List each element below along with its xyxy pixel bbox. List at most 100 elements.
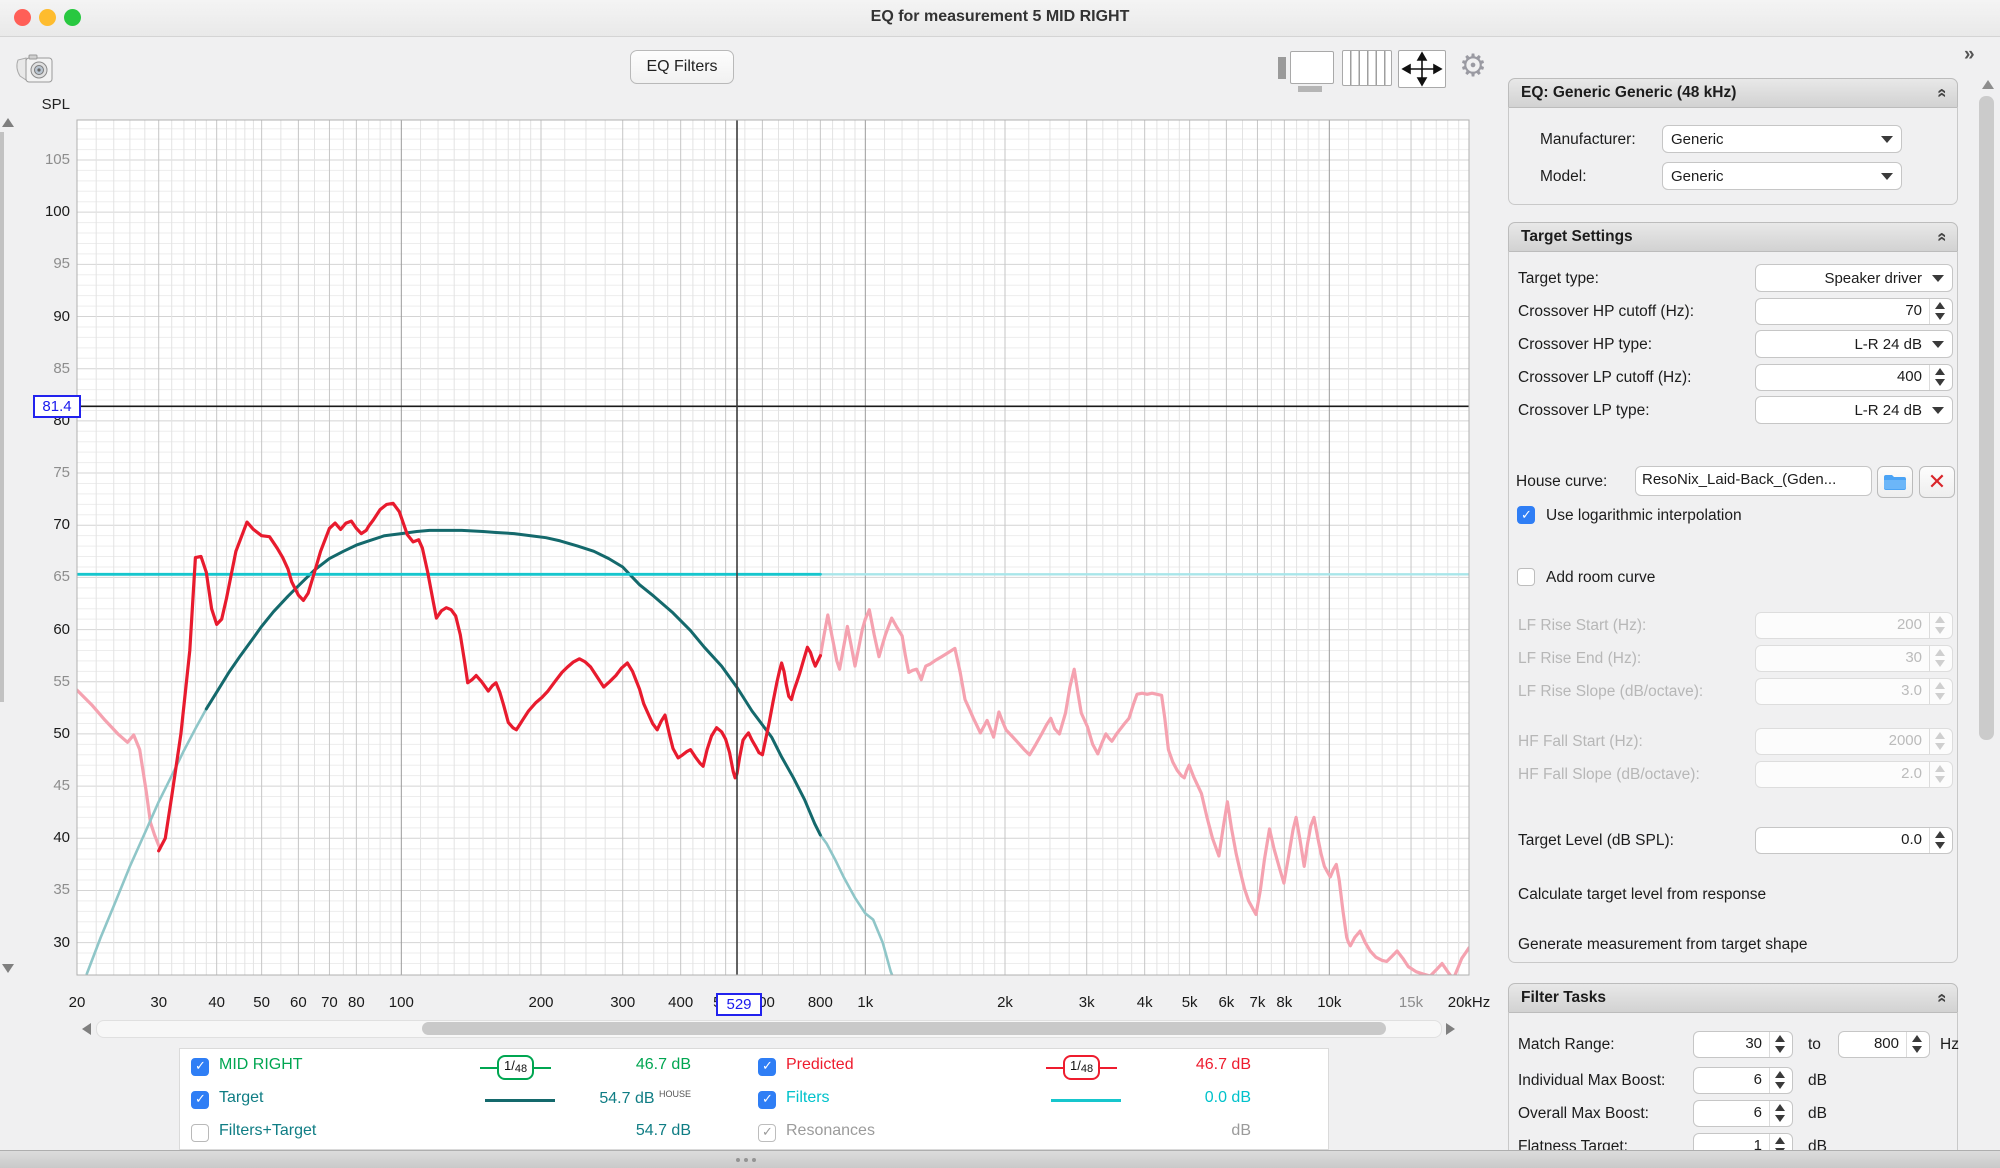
- lf-rise-slope-label: LF Rise Slope (dB/octave):: [1518, 683, 1704, 700]
- legend-checkbox-target[interactable]: [191, 1091, 209, 1109]
- target-line-swatch: [485, 1099, 555, 1102]
- individual-max-boost-field[interactable]: 6: [1693, 1067, 1793, 1094]
- scroll-down-arrow-icon[interactable]: [2, 964, 14, 973]
- x-tick-label: 4k: [1136, 994, 1153, 1011]
- x-tick-label: 3k: [1078, 994, 1095, 1011]
- stepper-icon[interactable]: [1906, 1032, 1929, 1057]
- match-range-from-field[interactable]: 30: [1693, 1031, 1793, 1058]
- capture-image-icon[interactable]: [14, 48, 58, 88]
- cursor-level-label: 81.4: [33, 395, 81, 418]
- gear-icon[interactable]: ⚙: [1459, 48, 1487, 83]
- target-level-label: Target Level (dB SPL):: [1518, 832, 1674, 849]
- scroll-right-arrow-icon[interactable]: [1446, 1023, 1455, 1035]
- chevron-down-icon: [1932, 406, 1944, 414]
- add-room-curve-checkbox[interactable]: [1517, 568, 1535, 586]
- chevron-down-icon: [1932, 274, 1944, 282]
- lp-type-select[interactable]: L-R 24 dB: [1755, 396, 1953, 424]
- manufacturer-select[interactable]: Generic: [1662, 125, 1902, 153]
- overall-max-boost-label: Overall Max Boost:: [1518, 1105, 1649, 1122]
- chevron-down-icon: [1881, 172, 1893, 180]
- stepper-icon[interactable]: [1769, 1068, 1792, 1093]
- zoom-button[interactable]: [64, 9, 81, 26]
- x-tick-label: 20: [68, 994, 86, 1011]
- x-tick-label: 80: [348, 994, 365, 1011]
- section-header-eq[interactable]: EQ: Generic Generic (48 kHz) «: [1508, 78, 1958, 108]
- legend-value-filters: 0.0 dB: [1204, 1089, 1251, 1106]
- scroll-left-arrow-icon[interactable]: [82, 1023, 91, 1035]
- section-title-target-settings: Target Settings: [1521, 228, 1633, 245]
- legend-label-mid-right: MID RIGHT: [219, 1056, 303, 1073]
- y-tick-label: 70: [53, 516, 70, 534]
- minimize-button[interactable]: [39, 9, 56, 26]
- browse-house-curve-button[interactable]: [1877, 466, 1913, 498]
- splitter-handle-icon[interactable]: [736, 1158, 740, 1162]
- log-interpolation-checkbox[interactable]: [1517, 506, 1535, 524]
- pan-arrows-icon[interactable]: [1398, 50, 1446, 88]
- clear-house-curve-button[interactable]: ✕: [1919, 466, 1955, 498]
- collapse-icon[interactable]: «: [1933, 232, 1953, 242]
- y-tick-label: 60: [53, 620, 70, 638]
- legend-checkbox-mid-right[interactable]: [191, 1058, 209, 1076]
- measurement-panel-icon[interactable]: [1290, 51, 1334, 84]
- match-range-to-field[interactable]: 800: [1838, 1031, 1930, 1058]
- eq-filters-button[interactable]: EQ Filters: [630, 50, 734, 84]
- legend-checkbox-filters-target[interactable]: [191, 1124, 209, 1142]
- overall-max-boost-field[interactable]: 6: [1693, 1100, 1793, 1127]
- scroll-up-arrow-icon[interactable]: [2, 118, 14, 127]
- target-level-field[interactable]: 0.0: [1755, 827, 1953, 854]
- smoothing-badge-icon[interactable]: 1/48: [1046, 1055, 1118, 1080]
- house-curve-field[interactable]: ResoNix_Laid-Back_(Gden...: [1635, 466, 1872, 496]
- section-header-filter-tasks[interactable]: Filter Tasks «: [1508, 983, 1958, 1013]
- stepper-icon[interactable]: [1929, 365, 1952, 390]
- graph-columns-icon[interactable]: [1342, 50, 1392, 86]
- model-select[interactable]: Generic: [1662, 162, 1902, 190]
- lf-rise-end-field: 30: [1755, 645, 1953, 672]
- calculate-target-level-button[interactable]: Calculate target level from response: [1518, 886, 1767, 903]
- lp-cutoff-field[interactable]: 400: [1755, 364, 1953, 391]
- legend-checkbox-predicted[interactable]: [758, 1058, 776, 1076]
- x-tick-label: 60: [290, 994, 307, 1011]
- stepper-icon[interactable]: [1929, 828, 1952, 853]
- smoothing-badge-icon[interactable]: 1/48: [480, 1055, 552, 1080]
- target-type-select[interactable]: Speaker driver: [1755, 264, 1953, 292]
- x-tick-label: 40: [208, 994, 226, 1011]
- x-tick-label: 30: [150, 994, 168, 1011]
- lf-rise-slope-field: 3.0: [1755, 678, 1953, 705]
- legend-value-resonances: dB: [1231, 1122, 1251, 1139]
- legend-value-filters-target: 54.7 dB: [635, 1122, 691, 1139]
- x-tick-label: 6k: [1218, 994, 1235, 1011]
- title-bar: EQ for measurement 5 MID RIGHT: [0, 0, 2000, 37]
- legend-row-target: Target 54.7 dB HOUSE Filters 0.0 dB: [180, 1088, 1328, 1118]
- x-tick-label: 8k: [1276, 994, 1293, 1011]
- x-tick-label: 15k: [1398, 994, 1424, 1011]
- legend-value-mid-right: 46.7 dB: [635, 1056, 691, 1073]
- legend-value-predicted: 46.7 dB: [1195, 1056, 1251, 1073]
- collapse-icon[interactable]: «: [1933, 88, 1953, 98]
- panel-toggle-bar-icon[interactable]: [1278, 57, 1286, 79]
- section-header-target-settings[interactable]: Target Settings «: [1508, 222, 1958, 252]
- collapse-icon[interactable]: «: [1933, 993, 1953, 1003]
- panel-scroll-up-icon[interactable]: [1982, 80, 1994, 89]
- vertical-scrollbar-thumb[interactable]: [0, 132, 4, 702]
- stepper-icon[interactable]: [1929, 299, 1952, 324]
- x-tick-label: 1k: [857, 994, 874, 1011]
- hp-cutoff-field[interactable]: 70: [1755, 298, 1953, 325]
- individual-max-boost-unit: dB: [1808, 1072, 1827, 1089]
- panel-scrollbar-thumb[interactable]: [1979, 96, 1994, 740]
- legend-checkbox-filters[interactable]: [758, 1091, 776, 1109]
- close-button[interactable]: [14, 9, 31, 26]
- y-tick-label: 55: [53, 672, 70, 690]
- stepper-icon[interactable]: [1769, 1032, 1792, 1057]
- manufacturer-label: Manufacturer:: [1540, 131, 1636, 148]
- hp-type-select[interactable]: L-R 24 dB: [1755, 330, 1953, 358]
- stepper-icon[interactable]: [1769, 1101, 1792, 1126]
- generate-measurement-button[interactable]: Generate measurement from target shape: [1518, 936, 1808, 953]
- horizontal-scrollbar-thumb[interactable]: [422, 1022, 1386, 1035]
- add-room-curve-label: Add room curve: [1546, 569, 1656, 586]
- legend-row-mid-right: MID RIGHT 1/48 46.7 dB Predicted 1/48 46…: [180, 1055, 1328, 1085]
- y-tick-label: 105: [44, 151, 70, 168]
- toolbar-overflow-chevrons-icon[interactable]: »: [1964, 44, 1975, 65]
- lp-cutoff-label: Crossover LP cutoff (Hz):: [1518, 369, 1692, 386]
- legend-checkbox-resonances[interactable]: [758, 1124, 776, 1142]
